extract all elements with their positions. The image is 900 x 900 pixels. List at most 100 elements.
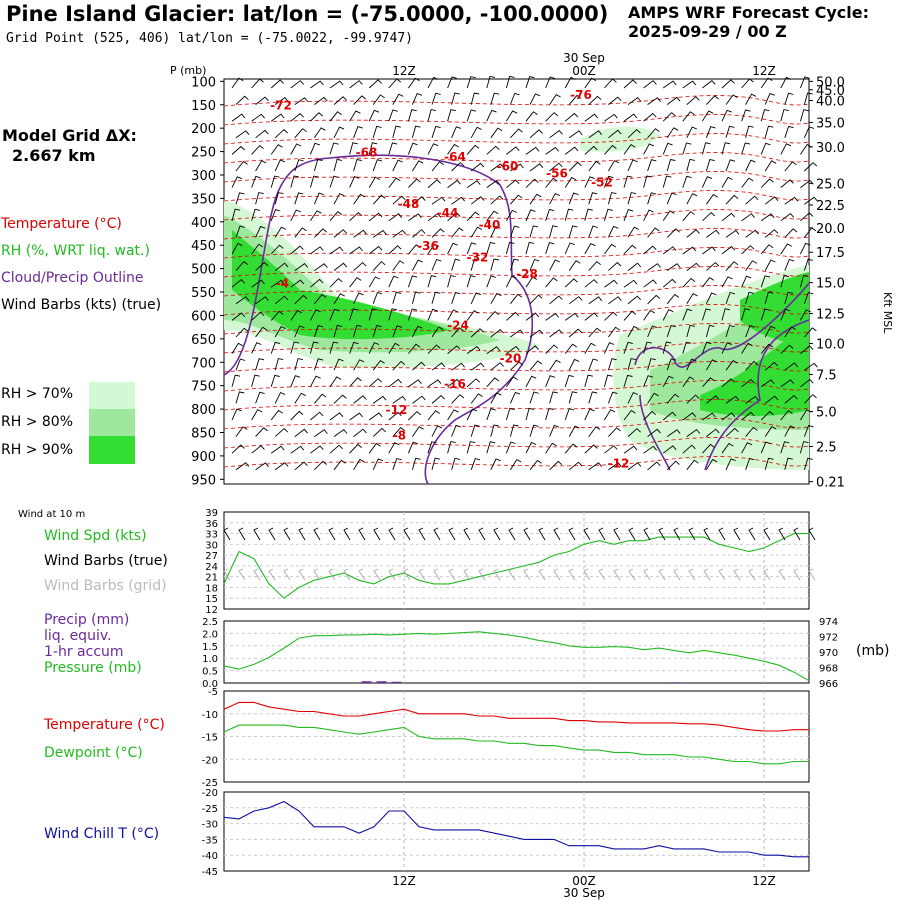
wind-barb [725, 125, 735, 138]
wind-barb [231, 278, 246, 288]
wind-panel-frame [223, 511, 810, 610]
wind-barb-true [418, 527, 426, 541]
rh-shading-6 [700, 320, 809, 416]
wind-speed-line [223, 533, 809, 599]
wind-barb [490, 92, 500, 105]
wind-barb-grid [448, 568, 456, 581]
wind-barb [294, 294, 308, 305]
precip-accum-label: 1-hr accum [44, 644, 124, 660]
wind-barb [506, 376, 518, 388]
wind-barb [411, 125, 421, 138]
wind-barb [584, 243, 596, 255]
wind-barb [706, 95, 719, 105]
model-grid-value: 2.667 km [12, 146, 96, 165]
wind-barb [490, 195, 504, 205]
wind-barb [290, 341, 300, 354]
wind-barb [564, 146, 579, 155]
wind-barb [333, 293, 346, 305]
wind-barb [608, 296, 622, 305]
wind-barb [564, 242, 575, 255]
wind-barb [623, 143, 636, 155]
wind-barb [702, 110, 714, 122]
wind-barb [643, 309, 655, 321]
wind-barb [682, 308, 693, 321]
wind-barb [333, 96, 347, 105]
wind-barb-true [313, 527, 321, 541]
wind-barb [466, 109, 477, 122]
isotherm-label: -76 [570, 88, 592, 102]
isotherm-line [223, 399, 810, 411]
wind-barb [706, 458, 718, 471]
wind-barb [604, 311, 618, 321]
wind-barb [647, 325, 658, 338]
legend-rh80-swatch [89, 409, 135, 436]
wind-barb [353, 395, 367, 404]
wind-barb [509, 258, 519, 271]
wind-barb [643, 445, 657, 454]
wind-barb [780, 441, 790, 454]
wind-barb [725, 229, 740, 238]
wind-barb [666, 127, 679, 139]
wind-barb [803, 291, 814, 304]
wind-barb [721, 276, 733, 288]
wind-barb [741, 275, 752, 288]
wind-barb [392, 195, 406, 205]
isotherm-label: -12 [608, 457, 630, 471]
wind-barb [627, 295, 642, 305]
wind-barb [568, 461, 583, 471]
wind-barb [666, 158, 676, 172]
windchill-tick-label: -45 [202, 867, 218, 878]
wind-barb [643, 341, 652, 354]
wind-barb [686, 394, 700, 404]
wind-barb [392, 159, 403, 172]
wind-barb [804, 196, 818, 205]
height-tick-label: 50.0 [816, 75, 845, 90]
wind-barb [235, 327, 249, 338]
wind-barb [549, 460, 563, 471]
wind-barb [466, 345, 481, 354]
wind-barb [427, 308, 438, 321]
wind-barb [372, 229, 387, 238]
wind-barb [760, 343, 774, 354]
wind-barb [725, 359, 738, 371]
wind-barb-true [448, 527, 456, 541]
pressure-line [223, 631, 810, 682]
wind-barb [549, 225, 558, 238]
wind-barb [388, 342, 400, 354]
wind-barb [251, 144, 264, 155]
wind-barb [568, 391, 578, 404]
wind-barb [470, 362, 485, 371]
wind-barb [368, 79, 383, 89]
wind-barb-grid [673, 568, 681, 581]
wind-barb [784, 394, 798, 404]
wind-barb-grid [553, 568, 561, 581]
wind-barb [411, 291, 421, 304]
wind-barb [784, 258, 795, 271]
wind-barb [372, 324, 382, 338]
wind-barb [741, 78, 754, 89]
height-tick-label: 7.5 [816, 368, 837, 383]
wind-barb [545, 344, 559, 354]
wind-barb [682, 80, 697, 89]
wind-barb [274, 96, 289, 105]
wind-barb [627, 226, 639, 238]
wind-barb [529, 163, 544, 172]
wind-speed-tick-label: 15 [205, 594, 218, 605]
wind-barb [549, 391, 558, 404]
wind-barb [388, 411, 402, 421]
wind-barb [451, 196, 465, 205]
wind-barb [725, 395, 740, 404]
wind-barb [745, 260, 758, 271]
wind-barb [604, 144, 617, 155]
pressure-tick-label: 500 [191, 263, 216, 278]
wind-barb [568, 358, 580, 371]
wind-barb [662, 309, 674, 321]
wind-barb [255, 192, 264, 205]
wind-barb [647, 294, 661, 305]
wind-barb-true [718, 527, 726, 541]
wind-barb [686, 126, 697, 139]
wind-barb [721, 212, 736, 222]
pressure-tick-label: 970 [819, 648, 838, 659]
wind-barb [447, 109, 456, 122]
wind-barb [407, 109, 417, 122]
